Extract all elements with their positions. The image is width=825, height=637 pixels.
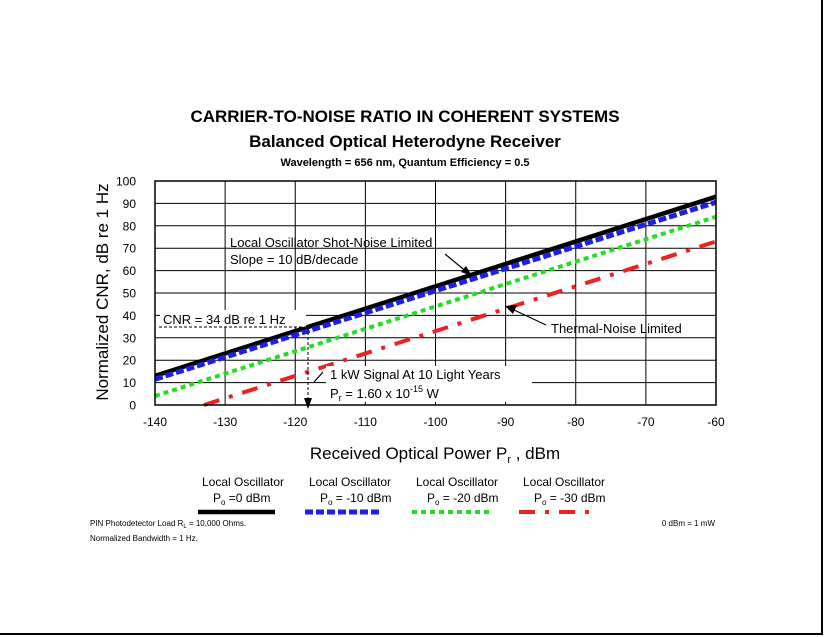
signal-unit: W xyxy=(423,386,440,401)
x-tick-label: -100 xyxy=(423,415,447,429)
x-axis-label-unit: , dBm xyxy=(511,444,560,463)
legend-value-3: Po = -30 dBm xyxy=(534,491,606,507)
legend-p-sub: o xyxy=(328,498,333,507)
shot-noise-arrow-head xyxy=(461,266,472,276)
y-tick-label: 30 xyxy=(123,331,137,345)
annotation-shot-noise-2: Slope = 10 dB/decade xyxy=(230,252,358,267)
y-tick-label: 0 xyxy=(129,399,136,413)
legend-p: P xyxy=(213,491,221,505)
signal-value: = 1.60 x 10 xyxy=(342,386,410,401)
y-tick-label: 50 xyxy=(123,287,137,301)
x-tick-label: -60 xyxy=(707,415,725,429)
legend-label-1: Local Oscillator xyxy=(309,475,391,489)
y-tick-label: 20 xyxy=(123,354,137,368)
legend-p-sub: o xyxy=(435,498,440,507)
legend-p-sub: o xyxy=(542,498,547,507)
x-tick-label: -140 xyxy=(143,415,167,429)
x-axis-label: Received Optical Power Pr , dBm xyxy=(310,444,560,466)
footnote-load-value: = 10,000 Ohms. xyxy=(187,519,246,528)
annotation-signal-2: Pr = 1.60 x 10-15 W xyxy=(330,384,440,403)
x-tick-label: -90 xyxy=(497,415,515,429)
legend-value-2: Po = -20 dBm xyxy=(427,491,499,507)
legend-p-value: = -10 dBm xyxy=(332,491,391,505)
x-tick-label: -120 xyxy=(283,415,307,429)
y-tick-label: 10 xyxy=(123,376,137,390)
x-tick-label: -70 xyxy=(637,415,655,429)
x-axis-label-main: Received Optical Power P xyxy=(310,444,507,463)
legend-p-sub: o xyxy=(221,498,226,507)
plot-area-border xyxy=(154,180,717,406)
y-tick-label: 100 xyxy=(116,175,136,189)
legend-p: P xyxy=(534,491,542,505)
cnr-label-bg xyxy=(160,310,306,327)
legend-label-3: Local Oscillator xyxy=(523,475,605,489)
series-line-1 xyxy=(154,199,717,382)
footnote-load-sub: L xyxy=(183,524,187,530)
legend-p-value: = -20 dBm xyxy=(439,491,498,505)
x-tick-labels: -140 -130 -120 -110 -100 -90 -80 -70 -60 xyxy=(143,415,725,429)
y-tick-labels: 0 10 20 30 40 50 60 70 80 90 100 xyxy=(116,175,136,413)
chart-subtitle: Balanced Optical Heterodyne Receiver xyxy=(249,132,561,151)
legend-p-value: =0 dBm xyxy=(225,491,270,505)
annotation-signal-1: 1 kW Signal At 10 Light Years xyxy=(330,367,501,382)
x-axis-label-sub: r xyxy=(507,454,511,466)
legend: Local Oscillator Po =0 dBm Local Oscillato… xyxy=(198,475,606,515)
legend-label-0: Local Oscillator xyxy=(202,475,284,489)
y-tick-label: 90 xyxy=(123,197,137,211)
x-tick-label: -80 xyxy=(567,415,585,429)
thermal-arrow-line xyxy=(511,308,547,326)
series-line-0 xyxy=(154,194,717,379)
footnote-bandwidth: Normalized Bandwidth = 1 Hz. xyxy=(90,534,198,543)
legend-value-1: Po = -10 dBm xyxy=(320,491,392,507)
annotation-thermal: Thermal-Noise Limited xyxy=(551,321,682,336)
y-axis-label: Normalized CNR, dB re 1 Hz xyxy=(93,183,112,400)
signal-pointer-line xyxy=(313,371,324,383)
footnote-dbm: 0 dBm = 1 mW xyxy=(662,519,716,528)
series-layer xyxy=(154,194,717,407)
legend-label-2: Local Oscillator xyxy=(416,475,498,489)
footnote-load-prefix: PIN Photodetector Load R xyxy=(90,519,184,528)
y-tick-label: 60 xyxy=(123,264,137,278)
legend-p: P xyxy=(320,491,328,505)
x-tick-label: -130 xyxy=(213,415,237,429)
y-tick-label: 70 xyxy=(123,242,137,256)
y-tick-label: 80 xyxy=(123,219,137,233)
legend-p: P xyxy=(427,491,435,505)
series-line-3 xyxy=(203,239,717,407)
signal-label-bg xyxy=(326,366,532,402)
annotation-cnr: CNR = 34 dB re 1 Hz xyxy=(163,312,285,327)
legend-p-value: = -30 dBm xyxy=(546,491,605,505)
legend-value-0: Po =0 dBm xyxy=(213,491,271,507)
signal-arrow-head xyxy=(304,398,312,409)
thermal-arrow-head xyxy=(505,305,517,314)
series-line-2 xyxy=(154,214,717,398)
chart-title: CARRIER-TO-NOISE RATIO IN COHERENT SYSTE… xyxy=(190,107,619,126)
y-tick-label: 40 xyxy=(123,309,137,323)
signal-p: P xyxy=(330,386,339,401)
chart-subtitle-2: Wavelength = 656 nm, Quantum Efficiency … xyxy=(280,157,529,169)
annotation-shot-noise-1: Local Oscillator Shot-Noise Limited xyxy=(230,235,432,250)
signal-exponent: -15 xyxy=(410,384,423,394)
footnote-load: PIN Photodetector Load RL = 10,000 Ohms. xyxy=(90,519,246,530)
x-tick-label: -110 xyxy=(354,415,377,429)
signal-p-sub: r xyxy=(339,393,342,403)
